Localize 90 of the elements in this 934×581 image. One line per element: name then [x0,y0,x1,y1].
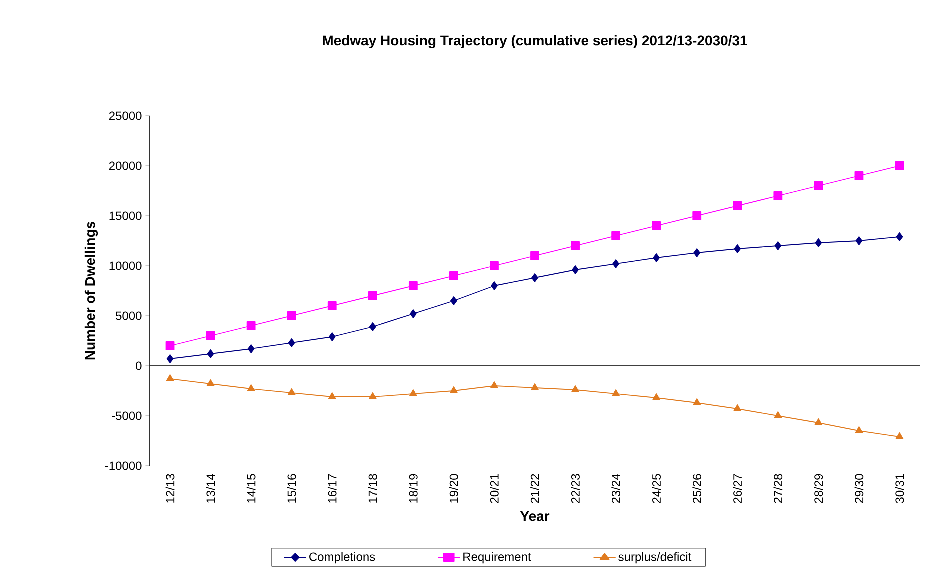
x-tick-label: 22/23 [571,474,580,504]
point [490,382,498,388]
point [734,244,742,254]
point [571,242,580,250]
legend-label: Requirement [464,552,532,564]
point [532,274,538,282]
point [856,236,863,246]
point [248,344,255,354]
x-tick-label: 12/13 [166,474,175,503]
legend-label: surplus/deficit [618,552,692,564]
x-tick-label: 24/25 [652,474,661,504]
point [410,310,417,318]
point [694,248,701,258]
point [896,232,904,242]
point [815,238,822,248]
y-tick-label: 15000 [110,212,142,220]
point [693,398,702,406]
point [774,412,782,418]
point [206,332,216,340]
y-tick-label: 10000 [110,262,142,270]
y-tick-label: -10000 [105,462,142,470]
x-tick-label: 15/16 [287,474,296,503]
point [410,390,418,396]
x-tick-label: 20/21 [490,474,499,504]
x-tick-label: 28/29 [814,474,824,504]
point [288,388,296,396]
point [612,232,621,240]
point [328,392,336,400]
legend-label: Completions [310,552,376,564]
x-tick-label: 16/17 [328,474,337,503]
x-tick-label: 13/14 [206,474,216,503]
point [246,322,256,330]
point [247,384,256,392]
point [166,354,174,364]
y-tick-label: 25000 [109,112,142,120]
point [814,418,823,426]
point [572,266,579,274]
point [855,426,864,434]
point [531,384,539,390]
point [288,338,296,348]
point [652,222,662,230]
point [692,212,702,220]
point [450,272,458,280]
point [166,342,175,350]
chart-title: Medway Housing Trajectory (cumulative series) 2012/13-2030/31 [323,35,748,48]
point [408,282,418,290]
point [450,296,458,306]
point [652,394,660,400]
point [896,432,904,440]
point [612,390,620,396]
x-tick-label: 21/22 [530,474,540,504]
y-tick-label: -5000 [112,412,142,420]
point [368,292,378,300]
point [733,202,742,210]
point [287,312,296,320]
point [653,254,660,262]
x-tick-label: 30/31 [895,474,904,504]
y-axis-title: Number of Dwellings [84,222,98,360]
point [854,172,864,180]
point [814,182,824,190]
point [774,242,782,250]
point [328,332,336,342]
point [369,322,376,332]
x-tick-label: 18/19 [409,474,418,503]
point [368,392,377,400]
x-tick-label: 19/20 [450,474,458,503]
x-tick-label: 29/30 [854,474,864,504]
x-tick-label: 25/26 [692,474,702,504]
x-tick-label: 26/27 [733,474,742,504]
point [612,260,620,268]
x-tick-label: 14/15 [246,474,256,503]
point [572,386,580,392]
point [530,252,540,260]
x-axis-title: Year [520,512,550,522]
point [450,386,458,394]
x-tick-label: 23/24 [612,474,620,504]
x-tick-label: 17/18 [368,474,378,503]
point [491,282,498,290]
y-tick-label: 0 [136,362,142,370]
point [207,350,214,358]
point [895,162,904,170]
y-tick-label: 5000 [116,312,142,320]
y-tick-label: 20000 [109,162,142,170]
x-tick-label: 27/28 [774,474,783,504]
point [490,262,499,270]
point [166,374,174,382]
point [774,192,783,200]
point [734,404,742,412]
point [206,380,215,386]
point [328,302,337,310]
